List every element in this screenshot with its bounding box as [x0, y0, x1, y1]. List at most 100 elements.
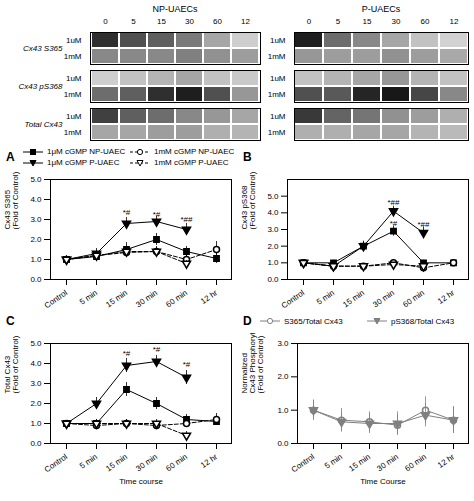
svg-text:Total Cx43: Total Cx43 [25, 120, 64, 129]
html-text:NP-UAECs: NP-UAECs [152, 4, 198, 14]
html-text:1μM cGMP NP-UAEC: 1μM cGMP NP-UAEC [47, 147, 126, 156]
svg-text:5.0: 5.0 [30, 339, 42, 348]
svg-text:1.0: 1.0 [30, 255, 42, 264]
svg-text:*##: *## [387, 198, 400, 207]
svg-text:0.0: 0.0 [30, 275, 42, 284]
html-text:D: D [243, 314, 252, 328]
svg-text:*##: *## [417, 220, 430, 229]
svg-text:Control: Control [43, 452, 69, 474]
svg-text:12: 12 [241, 17, 250, 26]
svg-text:1uM: 1uM [270, 36, 286, 45]
svg-text:60: 60 [421, 17, 430, 26]
svg-text:15 min: 15 min [104, 452, 129, 473]
svg-text:30 min: 30 min [134, 452, 159, 473]
svg-text:Control: Control [280, 288, 306, 309]
svg-text:5: 5 [131, 17, 136, 26]
svg-text:1mM: 1mM [268, 52, 286, 61]
svg-text:*#: *# [123, 208, 131, 217]
svg-text:5 min: 5 min [323, 452, 344, 471]
svg-text:12 hr: 12 hr [199, 288, 219, 306]
svg-text:4.0: 4.0 [30, 359, 42, 368]
svg-text:Cx43 pS368(Fold of Control): Cx43 pS368(Fold of Control) [240, 171, 257, 229]
svg-text:Cx43 pS368: Cx43 pS368 [18, 82, 63, 91]
svg-text:NormalizedCx43 Phosphorylation: NormalizedCx43 Phosphorylation(Fold of C… [240, 333, 265, 394]
svg-text:12 hr: 12 hr [199, 452, 219, 470]
svg-text:1uM: 1uM [66, 74, 82, 83]
svg-text:12 hr: 12 hr [436, 452, 456, 470]
svg-text:3.0: 3.0 [30, 215, 42, 224]
svg-text:4.0: 4.0 [267, 208, 279, 217]
svg-text:Cx43 S365: Cx43 S365 [23, 44, 63, 53]
html-text:1μM cGMP P-UAEC: 1μM cGMP P-UAEC [47, 158, 120, 167]
svg-text:*#: *# [123, 349, 131, 358]
svg-text:1mM: 1mM [64, 128, 82, 137]
html-text:A: A [6, 150, 15, 164]
svg-text:3.0: 3.0 [30, 379, 42, 388]
svg-text:0: 0 [103, 17, 108, 26]
svg-text:1uM: 1uM [66, 112, 82, 121]
svg-text:1uM: 1uM [66, 36, 82, 45]
svg-text:1uM: 1uM [270, 74, 286, 83]
svg-text:5 min: 5 min [315, 288, 336, 307]
svg-text:12: 12 [450, 17, 459, 26]
html-text:S365/Total Cx43: S365/Total Cx43 [284, 316, 343, 326]
svg-text:30: 30 [185, 17, 194, 26]
html-text:B: B [243, 150, 252, 164]
svg-text:*#: *# [153, 210, 161, 219]
svg-text:1mM: 1mM [268, 90, 286, 99]
svg-text:Time course: Time course [119, 477, 163, 486]
svg-text:Total Cx43(Fold of Control): Total Cx43(Fold of Control) [3, 335, 20, 393]
svg-text:5.0: 5.0 [267, 192, 279, 201]
svg-text:60 min: 60 min [164, 288, 189, 309]
html-text:1mM cGMP NP-UAEC: 1mM cGMP NP-UAEC [154, 147, 235, 156]
svg-text:Control: Control [290, 452, 316, 474]
svg-text:15: 15 [157, 17, 166, 26]
svg-text:2.0: 2.0 [277, 372, 289, 381]
svg-text:60 min: 60 min [164, 452, 189, 473]
svg-text:0: 0 [307, 17, 312, 26]
svg-text:0.0: 0.0 [30, 439, 42, 448]
svg-text:1mM: 1mM [64, 90, 82, 99]
svg-text:Cx43 S365(Fold of Control): Cx43 S365(Fold of Control) [3, 171, 20, 229]
svg-text:1.0: 1.0 [30, 419, 42, 428]
svg-text:0.0: 0.0 [267, 275, 279, 284]
svg-text:*##: *## [180, 215, 193, 224]
svg-text:Control: Control [43, 288, 69, 309]
svg-text:30 min: 30 min [371, 288, 396, 309]
svg-text:*#: *# [390, 219, 398, 228]
html-text:pS368/Total Cx43: pS368/Total Cx43 [391, 316, 455, 326]
svg-text:1mM: 1mM [268, 128, 286, 137]
svg-text:60: 60 [213, 17, 222, 26]
svg-text:3.0: 3.0 [277, 339, 289, 348]
svg-text:*#: *# [153, 345, 161, 354]
html-text:C: C [6, 314, 15, 328]
svg-text:4.0: 4.0 [30, 195, 42, 204]
svg-text:30: 30 [392, 17, 401, 26]
svg-text:1.0: 1.0 [267, 258, 279, 267]
svg-text:12 hr: 12 hr [436, 288, 456, 306]
html-text:1mM cGMP P-UAEC: 1mM cGMP P-UAEC [154, 158, 229, 167]
svg-text:*#: *# [183, 360, 191, 369]
svg-text:15 min: 15 min [341, 288, 366, 309]
svg-text:15: 15 [363, 17, 372, 26]
svg-text:1uM: 1uM [270, 112, 286, 121]
svg-text:1mM: 1mM [64, 52, 82, 61]
svg-text:15 min: 15 min [347, 452, 372, 473]
svg-text:60 min: 60 min [401, 288, 426, 309]
svg-text:5 min: 5 min [78, 452, 99, 471]
svg-text:2.0: 2.0 [267, 242, 279, 251]
svg-text:30 min: 30 min [134, 288, 159, 309]
svg-text:30 min: 30 min [375, 452, 400, 473]
svg-text:5: 5 [336, 17, 341, 26]
html-text:P-UAECs: P-UAECs [361, 4, 401, 14]
svg-text:Time Course: Time Course [360, 477, 406, 486]
svg-text:2.0: 2.0 [30, 235, 42, 244]
svg-text:2.0: 2.0 [30, 399, 42, 408]
svg-text:5 min: 5 min [78, 288, 99, 307]
svg-text:1.0: 1.0 [277, 406, 289, 415]
svg-text:0.0: 0.0 [277, 439, 289, 448]
svg-text:60 min: 60 min [403, 452, 428, 473]
svg-text:15 min: 15 min [104, 288, 129, 309]
svg-text:3.0: 3.0 [267, 225, 279, 234]
svg-text:5.0: 5.0 [30, 175, 42, 184]
